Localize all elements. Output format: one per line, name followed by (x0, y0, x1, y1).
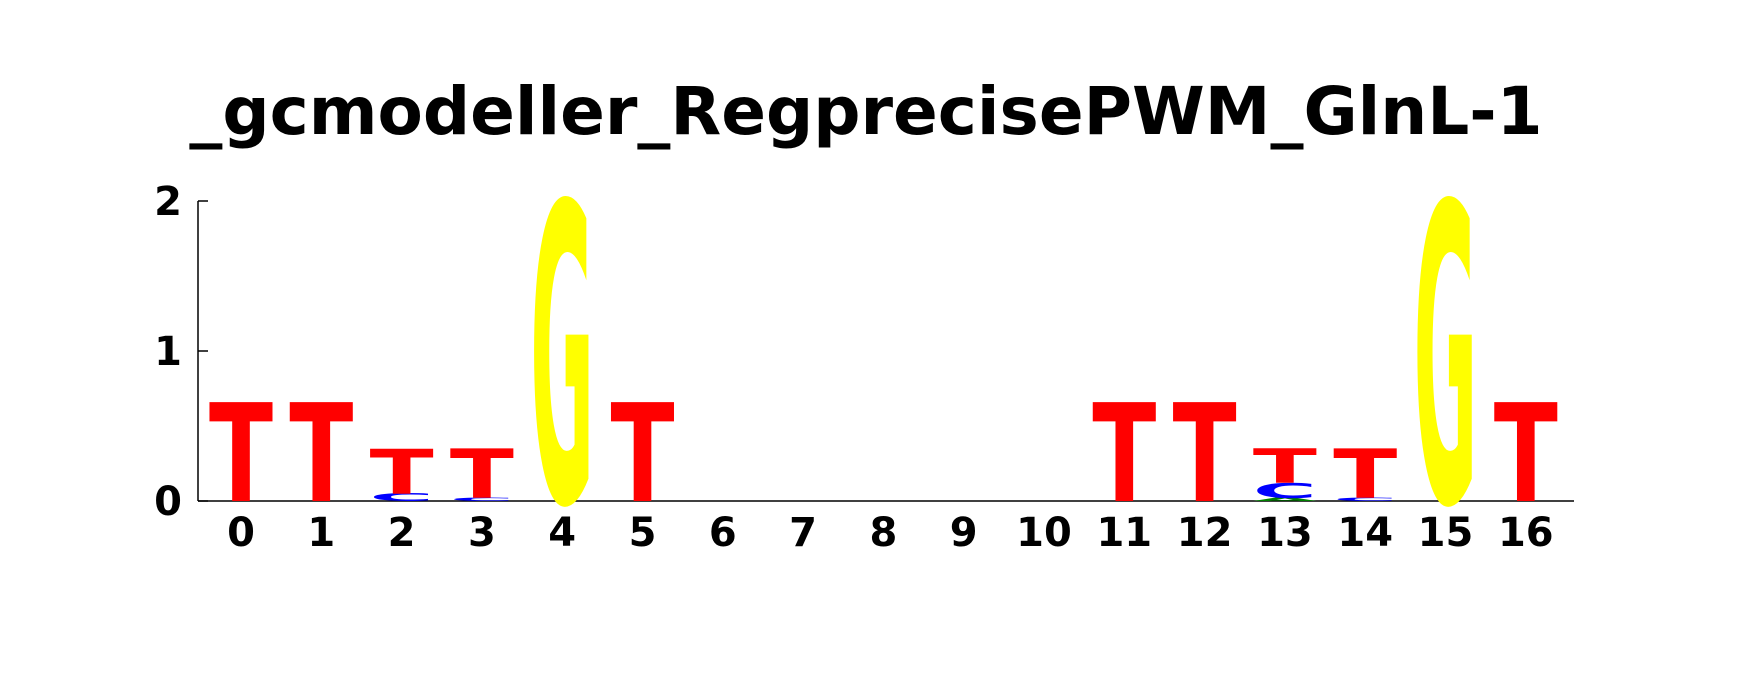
logo-letter-c: C (1253, 479, 1317, 503)
logo-letter-t: T (289, 377, 353, 534)
logo-letter-t: T (610, 377, 674, 534)
y-tick-label: 0 (154, 479, 182, 525)
x-tick-label: 4 (548, 510, 576, 556)
x-tick-label: 9 (950, 510, 978, 556)
logo-letter-t: T (1173, 377, 1237, 534)
y-tick-label: 2 (154, 179, 182, 225)
x-tick-label: 0 (227, 510, 255, 556)
x-tick-label: 10 (1016, 510, 1072, 556)
x-tick-label: 12 (1177, 510, 1233, 556)
logo-letter-g: G (530, 119, 594, 598)
x-tick-label: 5 (629, 510, 657, 556)
logo-letter-a: A (1253, 497, 1317, 502)
logo-letter-t: T (1092, 377, 1156, 534)
logo-letter-t: T (370, 436, 434, 508)
x-tick-label: 1 (307, 510, 335, 556)
x-tick-label: 14 (1337, 510, 1393, 556)
logo-letter-t: T (209, 377, 273, 534)
logo-letter-t: T (1253, 439, 1317, 494)
x-tick-label: 15 (1418, 510, 1474, 556)
axes (197, 200, 1574, 502)
logo-letter-c: C (370, 491, 434, 503)
logo-letter-g: G (1414, 119, 1478, 598)
logo-letter-c: C (450, 497, 514, 502)
logo-letter-t: T (450, 436, 514, 515)
x-tick-label: 7 (789, 510, 817, 556)
logo-letter-t: T (1494, 377, 1558, 534)
x-tick-label: 16 (1498, 510, 1554, 556)
logo-letter-c: C (1333, 497, 1397, 502)
x-tick-label: 6 (709, 510, 737, 556)
x-tick-label: 8 (869, 510, 897, 556)
chart-title: _gcmodeller_RegprecisePWM_GlnL-1 (189, 73, 1542, 150)
x-tick-label: 3 (468, 510, 496, 556)
x-tick-label: 11 (1096, 510, 1152, 556)
y-tick-label: 1 (154, 329, 182, 375)
logo-letter-t: T (1333, 436, 1397, 515)
x-tick-label: 2 (388, 510, 416, 556)
x-tick-label: 13 (1257, 510, 1313, 556)
